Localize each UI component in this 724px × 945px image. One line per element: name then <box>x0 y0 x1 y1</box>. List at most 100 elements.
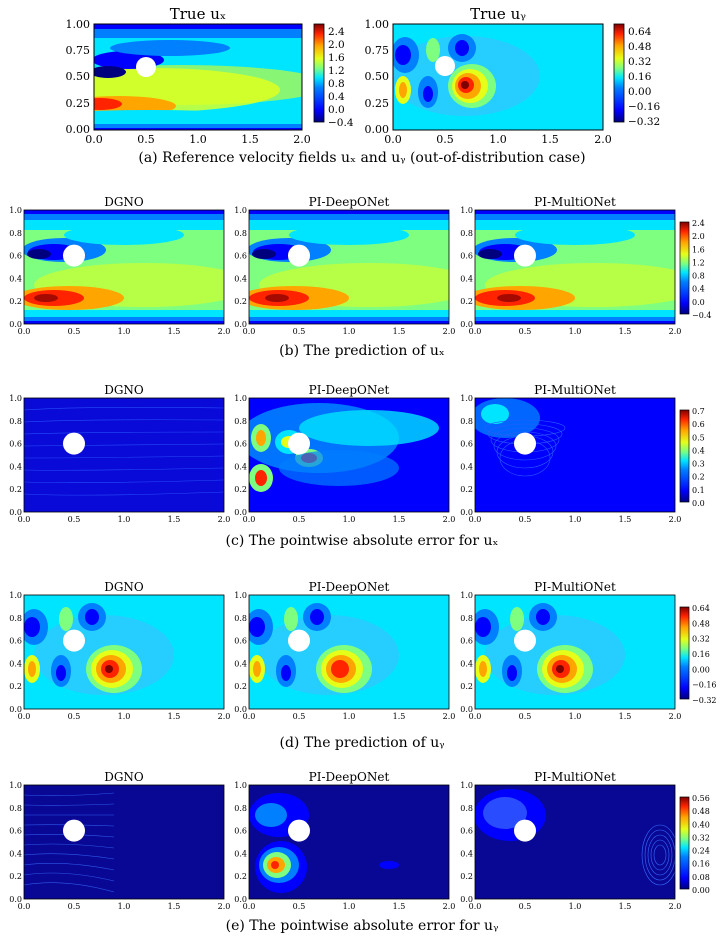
y-tick-label: 1.0 <box>234 781 247 790</box>
colorbar-tick-label: 0.48 <box>692 807 710 816</box>
y-tick-label: 0.4 <box>460 274 473 283</box>
svg-text:1.00: 1.00 <box>365 18 390 31</box>
x-tick-label: 0.0 <box>469 712 482 721</box>
true-uy-x-ticks: 0.0 0.5 1.0 1.5 2.0 <box>384 133 612 146</box>
y-tick-label: 0.8 <box>460 614 473 623</box>
x-tick-label: 2.0 <box>669 327 682 336</box>
y-tick-label: 0.8 <box>9 417 22 426</box>
x-tick-label: 1.5 <box>393 902 406 911</box>
x-tick-label: 2.0 <box>218 327 231 336</box>
y-tick-label: 0.6 <box>460 440 473 449</box>
true-ux-x-ticks: 0.0 0.5 1.0 1.5 2.0 <box>85 133 311 146</box>
y-tick-label: 1.0 <box>9 394 22 403</box>
y-tick-label: 0.0 <box>234 508 247 517</box>
x-tick-label: 0.5 <box>293 327 306 336</box>
colorbar-tick-label: 0.32 <box>692 833 710 842</box>
x-tick-label: 2.0 <box>218 902 231 911</box>
x-tick-label: 1.5 <box>393 712 406 721</box>
err-ux-plot-dgno <box>23 397 225 513</box>
x-tick-label: 0.0 <box>469 902 482 911</box>
svg-text:1.0: 1.0 <box>489 133 507 146</box>
x-tick-label: 2.0 <box>443 327 456 336</box>
svg-text:0.8: 0.8 <box>328 78 345 90</box>
x-tick-label: 0.5 <box>293 515 306 524</box>
true-uy-colorbar: 0.64 0.48 0.32 0.16 0.00 −0.16 −0.32 <box>613 23 660 128</box>
err-uy-title-deeponet: PI-DeepONet <box>309 770 390 784</box>
y-tick-label: 0.4 <box>9 659 22 668</box>
svg-text:1.5: 1.5 <box>541 133 559 146</box>
x-tick-label: 0.0 <box>243 712 256 721</box>
x-tick-label: 1.0 <box>569 327 582 336</box>
x-tick-label: 2.0 <box>669 902 682 911</box>
y-tick-label: 0.8 <box>234 417 247 426</box>
x-tick-label: 1.0 <box>118 902 131 911</box>
x-tick-label: 0.5 <box>519 902 532 911</box>
colorbar-tick-label: 0.32 <box>692 635 710 644</box>
y-tick-label: 0.8 <box>234 614 247 623</box>
svg-text:0.50: 0.50 <box>365 70 390 83</box>
caption-d: (d) The prediction of uᵧ <box>279 735 445 751</box>
y-tick-label: 0.0 <box>9 320 22 329</box>
svg-text:0.32: 0.32 <box>628 56 651 68</box>
y-tick-label: 1.0 <box>460 206 473 215</box>
x-tick-label: 0.0 <box>18 327 31 336</box>
y-tick-label: 0.6 <box>9 440 22 449</box>
y-tick-label: 0.2 <box>460 297 473 306</box>
svg-text:0.16: 0.16 <box>628 71 652 83</box>
y-tick-label: 0.8 <box>234 229 247 238</box>
y-tick-label: 1.0 <box>460 394 473 403</box>
svg-text:0.75: 0.75 <box>365 44 390 57</box>
err-uy-plot-dgno <box>23 784 225 900</box>
y-tick-label: 0.0 <box>234 705 247 714</box>
reference-figure: True uₓ 0.00 0.25 0.50 0.75 1.00 0.0 0.5… <box>66 5 661 146</box>
pred-uy-plot-dgno <box>23 594 225 710</box>
y-tick-label: 0.8 <box>234 804 247 813</box>
y-tick-label: 0.2 <box>234 485 247 494</box>
y-tick-label: 0.2 <box>9 297 22 306</box>
true-ux-y-ticks: 0.00 0.25 0.50 0.75 1.00 <box>66 18 91 136</box>
colorbar-tick-label: 0.16 <box>692 650 710 659</box>
y-tick-label: 0.6 <box>460 252 473 261</box>
colorbar-tick-label: 0.0 <box>692 298 705 307</box>
x-tick-label: 1.0 <box>343 515 356 524</box>
y-tick-label: 0.2 <box>460 682 473 691</box>
y-tick-label: 0.2 <box>234 872 247 881</box>
svg-text:0.00: 0.00 <box>365 123 390 136</box>
x-tick-label: 2.0 <box>443 712 456 721</box>
svg-text:0.64: 0.64 <box>628 26 652 38</box>
colorbar-tick-label: 0.1 <box>692 486 705 495</box>
y-tick-label: 0.2 <box>9 485 22 494</box>
y-tick-label: 0.4 <box>460 849 473 858</box>
svg-text:0.4: 0.4 <box>328 91 345 103</box>
y-tick-label: 0.0 <box>234 895 247 904</box>
y-tick-label: 0.4 <box>234 849 247 858</box>
y-tick-label: 0.6 <box>234 637 247 646</box>
svg-text:1.2: 1.2 <box>328 65 345 77</box>
y-tick-label: 0.0 <box>460 320 473 329</box>
colorbar-tick-label: 1.2 <box>692 258 705 267</box>
y-tick-label: 0.6 <box>9 637 22 646</box>
caption-a: (a) Reference velocity fields uₓ and uᵧ … <box>138 150 586 166</box>
x-tick-label: 2.0 <box>218 712 231 721</box>
colorbar-tick-label: 0.24 <box>692 847 710 856</box>
pred-ux-colorbar: 2.4 2.0 1.6 1.2 0.8 0.4 0.0 −0.4 <box>679 219 711 320</box>
comparison-grid: DGNO 0.0 0.2 0.4 0.6 0.8 1.0 0.0 0.5 1.0 1.5 2.0 PI-… <box>9 195 716 911</box>
y-tick-label: 0.6 <box>9 827 22 836</box>
caption-e: (e) The pointwise absolute error for uᵧ <box>225 918 499 934</box>
y-tick-label: 1.0 <box>460 591 473 600</box>
x-tick-label: 1.5 <box>168 327 181 336</box>
x-tick-label: 0.5 <box>519 712 532 721</box>
y-tick-label: 0.8 <box>9 229 22 238</box>
colorbar-tick-label: 2.4 <box>692 219 705 228</box>
colorbar-tick-label: 0.08 <box>692 873 710 882</box>
pred-uy-title-deeponet: PI-DeepONet <box>309 580 390 594</box>
y-tick-label: 0.0 <box>460 705 473 714</box>
true-uy-y-ticks: 0.00 0.25 0.50 0.75 1.00 <box>365 18 390 136</box>
y-tick-label: 0.8 <box>460 229 473 238</box>
colorbar-tick-label: 0.7 <box>692 407 705 416</box>
y-tick-label: 0.0 <box>460 508 473 517</box>
x-tick-label: 1.0 <box>343 327 356 336</box>
x-tick-label: 1.0 <box>343 712 356 721</box>
x-tick-label: 0.5 <box>519 515 532 524</box>
y-tick-label: 0.8 <box>460 417 473 426</box>
